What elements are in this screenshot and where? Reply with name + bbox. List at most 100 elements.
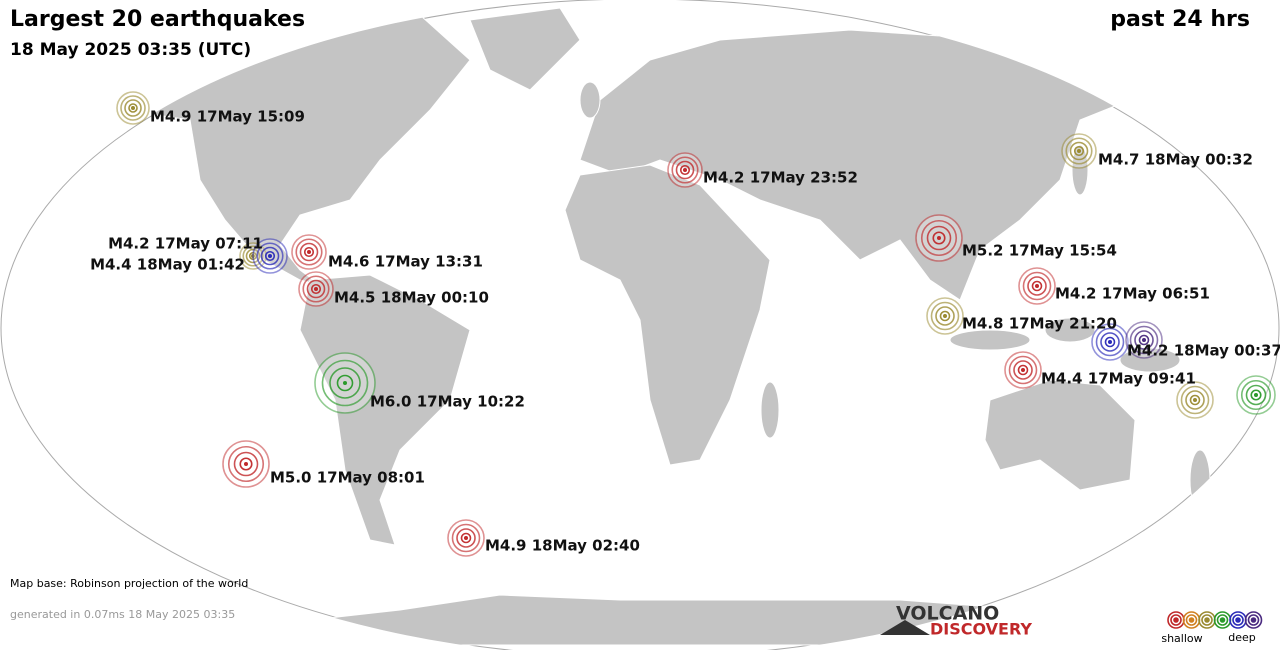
quake-label: M6.0 17May 10:22 [370, 393, 525, 411]
marker-ring [233, 451, 259, 477]
quake-label: M4.9 17May 15:09 [150, 108, 305, 126]
marker-ring [242, 245, 264, 267]
period: past 24 hrs [1110, 7, 1250, 32]
quake-marker [298, 271, 334, 307]
quake-marker [667, 152, 703, 188]
marker-ring [299, 242, 319, 262]
quake-label: M4.5 18May 00:10 [334, 289, 489, 307]
marker-ring [456, 528, 476, 548]
quake-label: M5.0 17May 08:01 [270, 469, 425, 487]
marker-ring [260, 246, 280, 266]
quake-marker [1018, 267, 1056, 305]
map-base-note: Map base: Robinson projection of the wor… [10, 577, 248, 590]
marker-ring [1013, 360, 1033, 380]
legend-ring [1244, 611, 1263, 629]
marker-ring [1240, 379, 1272, 411]
marker-center [268, 254, 272, 258]
marker-ring [1022, 271, 1052, 301]
marker-ring [124, 99, 142, 117]
marker-ring [128, 103, 138, 113]
marker-ring [920, 219, 958, 257]
quake-marker [1061, 133, 1097, 169]
legend-ring [1188, 617, 1195, 623]
marker-ring [1180, 385, 1210, 415]
marker-ring [1100, 332, 1120, 352]
marker-ring [460, 532, 472, 544]
marker-center [1035, 284, 1039, 288]
marker-center [1108, 340, 1112, 344]
quake-label: M5.2 17May 15:54 [962, 242, 1117, 260]
quake-label: M4.4 18May 01:42 [90, 256, 245, 274]
marker-ring [245, 248, 261, 264]
marker-ring [671, 156, 699, 184]
marker-center [1021, 368, 1025, 372]
quake-marker [447, 519, 485, 557]
quake-marker [1091, 323, 1129, 361]
quake-label: M4.2 17May 06:51 [1055, 285, 1210, 303]
legend-ring [1204, 617, 1210, 623]
subtitle: 18 May 2025 03:35 (UTC) [10, 40, 251, 60]
quake-marker [1004, 351, 1042, 389]
legend-deep: deep [1228, 631, 1256, 644]
legend-ring [1185, 614, 1198, 626]
marker-center [343, 381, 347, 385]
marker-ring [1129, 325, 1159, 355]
marker-ring [264, 250, 276, 262]
marker-ring [935, 306, 955, 326]
logo-line1: VOLCANO [896, 603, 999, 625]
quake-marker [1176, 381, 1214, 419]
marker-ring [1073, 145, 1085, 157]
quake-label: M4.6 17May 13:31 [328, 253, 483, 271]
marker-ring [310, 283, 322, 295]
logo-icon [880, 620, 930, 635]
legend-shallow: shallow [1161, 632, 1202, 645]
marker-ring [256, 242, 284, 270]
legend-ring [1173, 617, 1179, 623]
marker-center [943, 314, 947, 318]
marker-ring [1104, 336, 1116, 348]
legend-ring [1170, 614, 1182, 626]
marker-ring [336, 374, 354, 392]
marker-ring [1134, 330, 1154, 350]
quake-markers [116, 91, 1276, 557]
marker-ring [939, 310, 951, 322]
quake-marker [314, 352, 376, 414]
quake-label: M4.7 18May 00:32 [1098, 151, 1253, 169]
marker-center [1142, 338, 1146, 342]
marker-ring [1250, 389, 1262, 401]
logo-line2: DISCOVERY [930, 620, 1032, 639]
quake-marker [252, 238, 288, 274]
quake-marker [1236, 375, 1276, 415]
quake-marker [1125, 321, 1163, 359]
marker-center [1077, 149, 1081, 153]
marker-ring [1189, 394, 1201, 406]
quake-marker [222, 440, 270, 488]
quake-label: M4.2 18May 00:37 [1127, 342, 1280, 360]
legend-ring [1250, 617, 1257, 623]
depth-legend [1167, 611, 1263, 629]
marker-center [314, 287, 318, 291]
marker-ring [1008, 355, 1038, 385]
marker-ring [1138, 334, 1150, 346]
marker-ring [1031, 280, 1043, 292]
legend-ring [1235, 617, 1241, 623]
marker-center [937, 236, 941, 240]
marker-ring [120, 95, 146, 121]
marker-center [683, 168, 687, 172]
marker-ring [1095, 327, 1125, 357]
marker-ring [1185, 390, 1205, 410]
marker-ring [1069, 141, 1089, 161]
marker-ring [932, 231, 946, 245]
marker-ring [302, 275, 330, 303]
legend-ring [1219, 617, 1226, 623]
legend-ring [1247, 614, 1260, 626]
marker-ring [227, 445, 265, 483]
marker-center [131, 106, 135, 110]
legend-ring [1232, 614, 1244, 626]
marker-ring [1245, 384, 1267, 406]
marker-ring [1027, 276, 1047, 296]
marker-ring [930, 301, 960, 331]
marker-ring [451, 523, 481, 553]
marker-center [464, 536, 468, 540]
